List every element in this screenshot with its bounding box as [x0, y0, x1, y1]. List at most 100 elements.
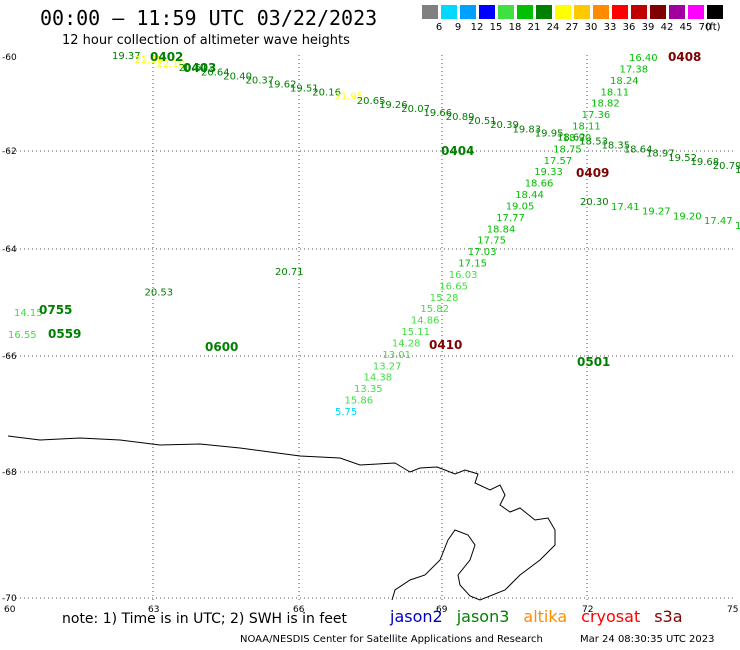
wave-height-value: 17.15 — [458, 259, 487, 270]
legend-swatch-70 — [707, 5, 723, 19]
legend-swatch-9 — [460, 5, 476, 19]
wave-height-value: 14.15 — [14, 308, 43, 319]
legend-label-6: 6 — [435, 22, 443, 33]
lon-label-60: 60 — [4, 605, 16, 615]
wave-height-value: 14.38 — [364, 373, 393, 384]
lat-label-66: -66 — [2, 352, 17, 362]
wave-height-value: 13.35 — [354, 384, 383, 395]
legend-label-18: 18 — [508, 22, 522, 33]
lat-label-68: -68 — [2, 468, 17, 478]
track-0559: 16.55 0559 — [8, 327, 81, 341]
wave-height-value: 18.64 — [624, 145, 653, 156]
wave-height-value: 17.38 — [620, 64, 649, 75]
wave-height-value: 20.53 — [145, 288, 174, 299]
wave-height-value: 18.66 — [525, 179, 554, 190]
lon-label-66: 66 — [293, 605, 305, 615]
satellite-jason3: jason3 — [456, 607, 510, 626]
coastline — [7, 435, 556, 601]
legend-label-33: 33 — [603, 22, 617, 33]
wave-height-value: 16.03 — [449, 270, 478, 281]
legend-swatch-36 — [631, 5, 647, 19]
legend-swatch-45 — [688, 5, 704, 19]
wave-height-value: 18.62 — [557, 132, 586, 143]
legend-label-9: 9 — [454, 22, 462, 33]
wave-height-value: 19.27 — [642, 207, 671, 218]
wave-height-value: 20.39 — [490, 120, 519, 131]
wave-height-value: 18.44 — [515, 190, 544, 201]
track-0755: 14.15 20.53 20.71 0755 — [14, 267, 304, 319]
wave-height-value: 5.75 — [335, 407, 357, 418]
credit-timestamp: Mar 24 08:30:35 UTC 2023 — [580, 634, 715, 645]
legend-label-21: 21 — [527, 22, 541, 33]
pass-time-label: 0501 — [577, 355, 610, 369]
track-0600: 0600 — [205, 340, 238, 354]
pass-time-label: 0403 — [183, 61, 216, 75]
track-0410: 0410 — [429, 338, 462, 352]
wave-height-value: 20.51 — [468, 116, 497, 127]
wave-height-value: 17.5 — [735, 221, 740, 232]
pass-time-label: 0600 — [205, 340, 238, 354]
pass-time-label: 0408 — [668, 50, 701, 64]
wave-height-value: 22.10 — [157, 59, 186, 70]
footnote: note: 1) Time is in UTC; 2) SWH is in fe… — [62, 611, 348, 627]
wave-height-value: 17.57 — [544, 156, 573, 167]
wave-height-value: 18.82 — [591, 99, 620, 110]
wave-height-value: 17.36 — [582, 110, 611, 121]
wave-height-value: 18.35 — [602, 141, 631, 152]
wave-height-value: 20.64 — [201, 67, 230, 78]
wave-height-value: 18.90 — [563, 133, 592, 144]
lon-label-72: 72 — [582, 605, 593, 615]
track-0402: 19.3721.5922.1020.6120.6420.4020.3719.62… — [112, 50, 740, 176]
wave-height-value: 13.27 — [373, 361, 402, 372]
legend-swatch-39 — [650, 5, 666, 19]
track-0408: 16.4017.3818.2418.1118.8217.3618.1118.90… — [335, 50, 701, 418]
wave-height-value: 13.01 — [382, 350, 411, 361]
legend-label-15: 15 — [489, 22, 503, 33]
legend-label-27: 27 — [565, 22, 579, 33]
wave-height-value: 18.97 — [646, 149, 675, 160]
wave-height-value: 19.33 — [534, 167, 563, 178]
legend-unit: (ft) — [705, 22, 721, 33]
wave-height-value: 19.20 — [673, 211, 702, 222]
wave-height-value: 16.65 — [439, 281, 468, 292]
wave-height-value: 20.61 — [179, 63, 208, 74]
wave-height-value: 16.40 — [629, 53, 658, 64]
pass-time-label: 0755 — [39, 303, 72, 317]
lat-label-60: -60 — [2, 53, 17, 63]
lon-label-69: 69 — [436, 605, 448, 615]
wave-height-value: 15.28 — [430, 293, 459, 304]
wave-height-value: 21.59 — [134, 55, 163, 66]
wave-height-value: 20.40 — [223, 71, 252, 82]
wave-height-value: 20.65 — [357, 96, 386, 107]
track-0501: 0501 — [577, 355, 610, 369]
wave-height-value: 19.26 — [379, 100, 408, 111]
lat-label-70: -70 — [2, 594, 17, 604]
wave-height-value: 20.30 — [580, 197, 609, 208]
wave-height-value: 19.62 — [268, 80, 297, 91]
pass-time-label: 0404 — [441, 144, 474, 158]
wave-height-value: 18.53 — [579, 137, 608, 148]
wave-height-value: 17.41 — [611, 202, 640, 213]
wave-height-value: 19.83 — [513, 124, 542, 135]
wave-height-value: 15.82 — [420, 304, 449, 315]
legend-swatch-18 — [517, 5, 533, 19]
map-title: 00:00 – 11:59 UTC 03/22/2023 — [40, 6, 378, 30]
wave-height-value: 21.95 — [335, 92, 364, 103]
legend-swatch-42 — [669, 5, 685, 19]
legend-label-70: 70 — [698, 22, 712, 33]
lat-axis-labels: -60 -62 -64 -66 -68 -70 — [2, 53, 17, 604]
lon-label-75: 75 — [727, 605, 738, 615]
satellite-cryosat: cryosat — [581, 607, 641, 626]
wave-height-value: 19.60 — [735, 165, 740, 176]
satellite-jason2: jason2 — [390, 607, 443, 626]
legend-swatch-15 — [498, 5, 514, 19]
legend-swatch-27 — [574, 5, 590, 19]
wave-height-value: 18.24 — [610, 76, 639, 87]
wave-height-value: 19.68 — [691, 157, 720, 168]
lon-axis-labels: 60 63 66 69 72 75 — [4, 605, 738, 615]
wave-height-value: 20.37 — [246, 75, 275, 86]
satellite-key: jason2 jason3 altika cryosat s3a — [390, 607, 697, 626]
wave-height-value: 14.28 — [392, 339, 421, 350]
wave-height-value: 20.71 — [275, 267, 304, 278]
legend-label-39: 39 — [641, 22, 655, 33]
